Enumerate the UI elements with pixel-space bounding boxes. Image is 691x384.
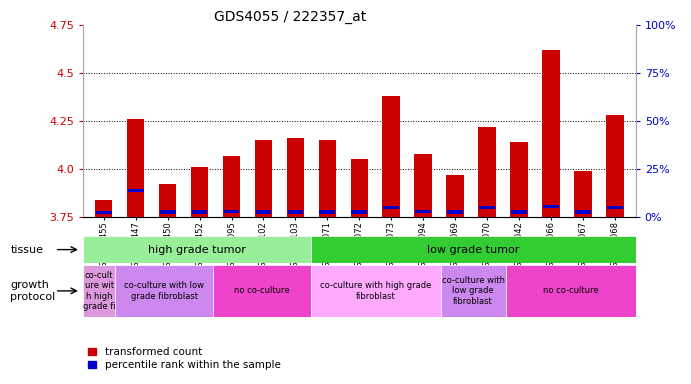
Bar [415, 154, 432, 217]
Text: co-culture with low
grade fibroblast: co-culture with low grade fibroblast [124, 281, 205, 301]
Bar [446, 175, 464, 217]
Bar [310, 236, 636, 263]
Bar [287, 138, 304, 217]
Text: no co-culture: no co-culture [543, 286, 598, 295]
Bar [319, 210, 335, 214]
Text: low grade tumor: low grade tumor [427, 245, 520, 255]
Bar [575, 210, 591, 214]
Bar [506, 265, 636, 317]
Bar [543, 205, 559, 208]
Bar [255, 140, 272, 217]
Bar [574, 171, 591, 217]
Bar [383, 96, 400, 217]
Bar [415, 210, 431, 213]
Bar [542, 50, 560, 217]
Bar [127, 119, 144, 217]
Legend: transformed count, percentile rank within the sample: transformed count, percentile rank withi… [88, 347, 281, 370]
Bar [95, 200, 113, 217]
Bar [319, 140, 336, 217]
Bar [310, 265, 441, 317]
Bar [441, 265, 506, 317]
Bar [287, 210, 303, 214]
Bar [191, 210, 207, 214]
Bar [160, 210, 176, 214]
Bar [352, 210, 367, 214]
Bar [213, 265, 310, 317]
Text: growth
protocol: growth protocol [10, 280, 55, 302]
Bar [384, 206, 399, 209]
Bar [115, 265, 213, 317]
Bar [96, 211, 112, 214]
Bar [224, 210, 239, 213]
Text: co-cult
ure wit
h high
grade fi: co-cult ure wit h high grade fi [83, 271, 115, 311]
Text: no co-culture: no co-culture [234, 286, 290, 295]
Bar [511, 210, 527, 214]
Bar [256, 210, 272, 214]
Bar [128, 189, 144, 192]
Bar [510, 142, 528, 217]
Bar [159, 184, 176, 217]
Bar [607, 207, 623, 210]
Bar [350, 159, 368, 217]
Bar [223, 156, 240, 217]
Bar [606, 115, 624, 217]
Text: high grade tumor: high grade tumor [148, 245, 246, 255]
Text: GDS4055 / 222357_at: GDS4055 / 222357_at [214, 10, 366, 23]
Bar [83, 236, 310, 263]
Bar [83, 265, 115, 317]
Bar [478, 127, 496, 217]
Text: co-culture with high grade
fibroblast: co-culture with high grade fibroblast [320, 281, 431, 301]
Bar [447, 210, 463, 214]
Bar [191, 167, 209, 217]
Bar [480, 207, 495, 210]
Text: co-culture with
low grade
fibroblast: co-culture with low grade fibroblast [442, 276, 504, 306]
Text: tissue: tissue [10, 245, 44, 255]
